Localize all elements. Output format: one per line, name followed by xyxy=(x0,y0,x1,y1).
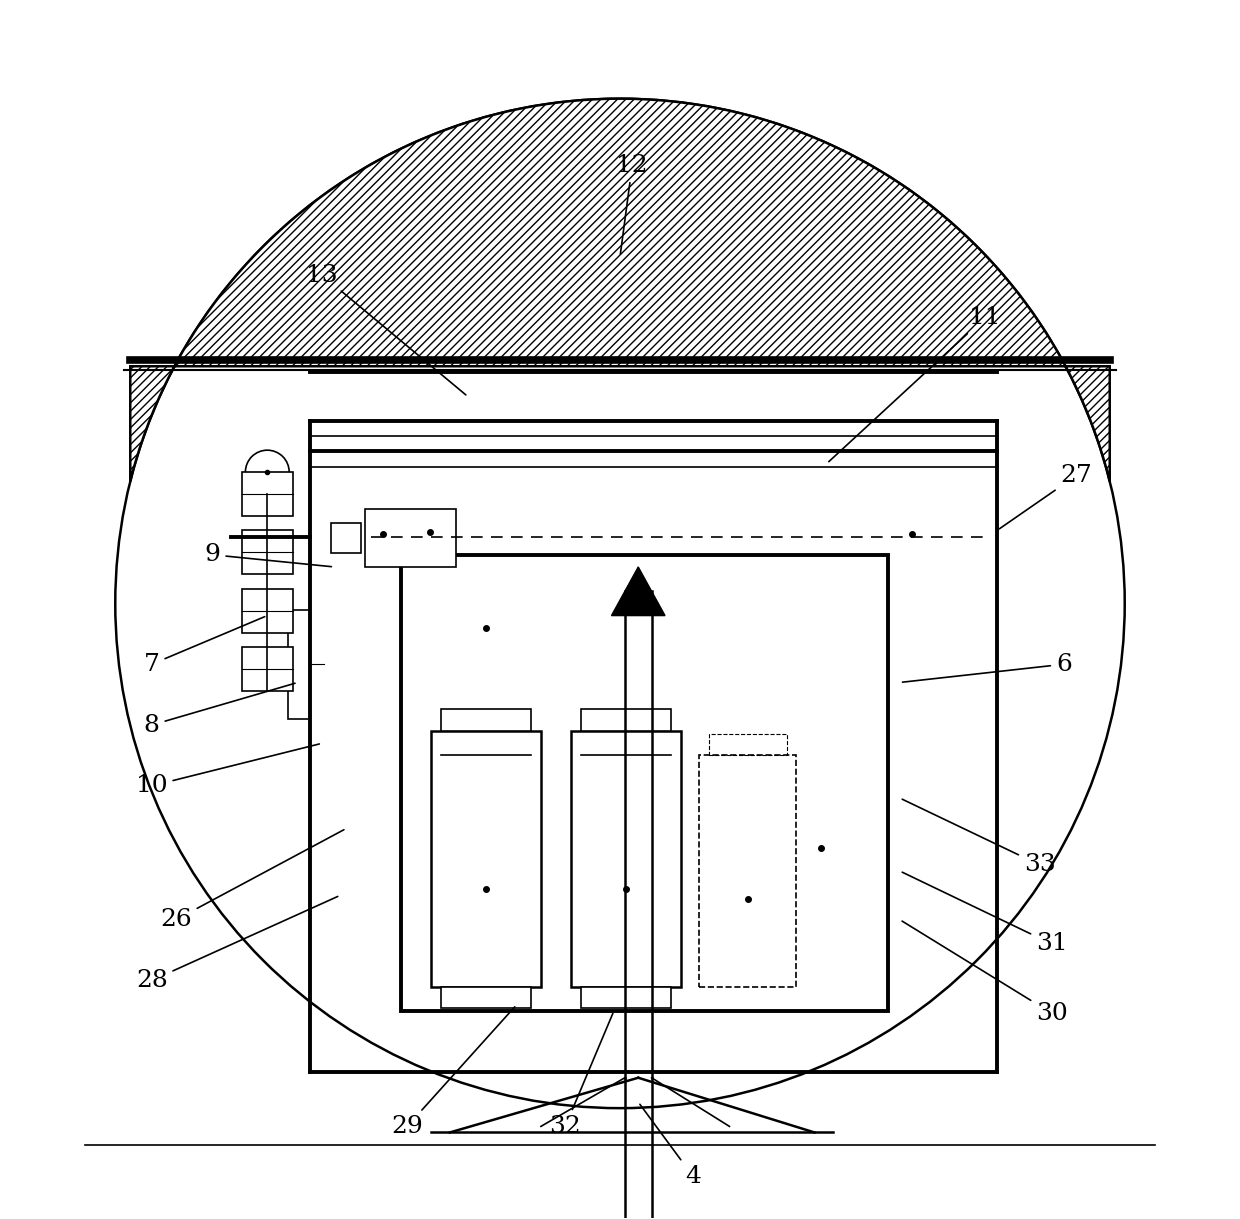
Text: 11: 11 xyxy=(828,306,1001,462)
Text: 7: 7 xyxy=(144,617,264,675)
Bar xyxy=(709,734,786,756)
Text: 13: 13 xyxy=(306,263,466,395)
Text: 9: 9 xyxy=(205,544,331,567)
Polygon shape xyxy=(130,99,1110,482)
Bar xyxy=(582,986,671,1008)
Text: 29: 29 xyxy=(392,1007,515,1137)
Bar xyxy=(365,508,456,567)
Text: 32: 32 xyxy=(549,1013,613,1137)
Bar xyxy=(242,589,293,633)
Bar xyxy=(432,731,541,986)
Polygon shape xyxy=(611,567,665,616)
Bar xyxy=(331,523,361,553)
Bar xyxy=(242,647,293,691)
Bar xyxy=(441,986,531,1008)
Text: 30: 30 xyxy=(901,922,1068,1025)
Text: 4: 4 xyxy=(640,1104,701,1187)
Bar xyxy=(401,555,888,1011)
Bar xyxy=(242,472,293,516)
Text: 12: 12 xyxy=(616,154,649,254)
Text: 27: 27 xyxy=(999,464,1092,529)
Text: 10: 10 xyxy=(136,744,320,797)
Text: 28: 28 xyxy=(136,896,337,992)
Bar xyxy=(699,756,796,986)
Bar xyxy=(582,709,671,731)
Text: 6: 6 xyxy=(903,652,1071,683)
Text: 26: 26 xyxy=(160,830,343,931)
Bar xyxy=(572,731,681,986)
Text: 31: 31 xyxy=(903,872,1068,956)
Text: 8: 8 xyxy=(144,684,295,736)
Bar xyxy=(288,610,310,719)
Bar xyxy=(242,530,293,574)
Text: 33: 33 xyxy=(903,800,1055,876)
Circle shape xyxy=(246,450,289,494)
Bar xyxy=(441,709,531,731)
